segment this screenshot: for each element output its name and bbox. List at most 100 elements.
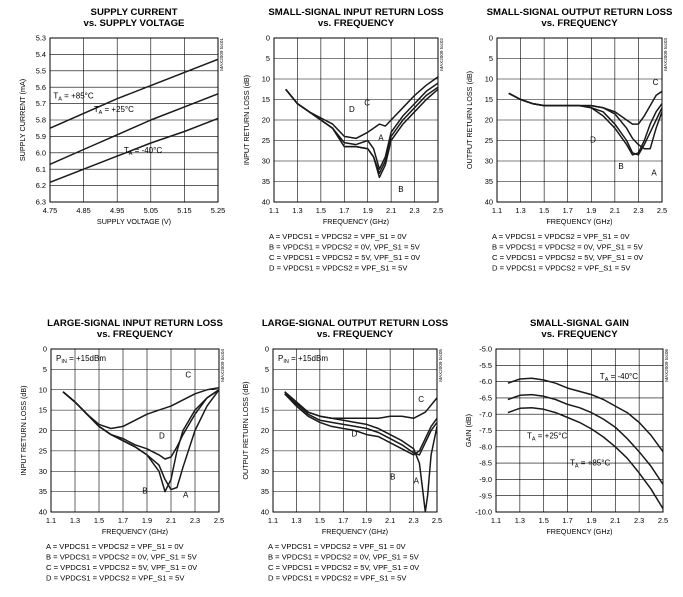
series-line-2: [507, 393, 663, 485]
annotation-main: T: [94, 105, 99, 114]
annotation-label: TA = -40°C: [124, 146, 162, 157]
annotation-rest: = -40°C: [608, 372, 638, 381]
chart-title-line: vs. SUPPLY VOLTAGE: [84, 18, 186, 29]
x-tick-label: 2.5: [657, 206, 667, 215]
y-tick-label: 6.2: [36, 181, 46, 190]
annotation-rest: = +85°C: [579, 459, 611, 468]
inset-rest: = +15dBm: [289, 354, 328, 363]
y-tick-label: 35: [262, 177, 270, 186]
x-tick-label: 2.1: [386, 206, 396, 215]
y-tick-label: -8.0: [479, 442, 492, 451]
chart-code: MAX2009 toc04: [220, 349, 225, 382]
series-line-1: [62, 389, 219, 491]
x-tick-label: 1.5: [315, 516, 325, 525]
y-tick-label: 10: [39, 385, 47, 394]
inset-label: PIN = +15dBm: [56, 354, 106, 365]
x-tick-label: 2.1: [610, 206, 620, 215]
y-tick-label: -5.5: [479, 361, 492, 370]
x-tick-label: 1.5: [94, 516, 104, 525]
y-tick-label: 10: [485, 75, 493, 84]
annotation-sub: A: [99, 110, 103, 116]
y-tick-label: 30: [485, 157, 493, 166]
chart-title-line: vs. FREQUENCY: [318, 18, 395, 29]
inset-main: P: [56, 354, 61, 363]
annotation-label: C: [418, 395, 424, 404]
y-tick-label: 20: [262, 116, 270, 125]
x-tick-label: 1.5: [539, 516, 549, 525]
x-tick-label: 1.5: [316, 206, 326, 215]
y-tick-label: 5: [489, 54, 493, 63]
annotation-rest: = +25°C: [102, 105, 134, 114]
x-tick-label: 2.3: [408, 516, 418, 525]
annotation-label: A: [651, 168, 657, 177]
x-tick-label: 2.5: [433, 206, 443, 215]
x-tick-label: 1.7: [562, 516, 572, 525]
annotation-main: T: [600, 372, 605, 381]
inset-rest: = +15dBm: [67, 354, 106, 363]
y-tick-label: 25: [261, 446, 269, 455]
annotation-label: B: [142, 487, 147, 496]
annotation-label: B: [390, 472, 395, 481]
annotation-sub: A: [575, 464, 579, 470]
annotation-label: C: [653, 78, 659, 87]
legend-line: C = VPDCS1 = VPDCS2 = 5V, VPF_S1 = 0V: [492, 253, 644, 262]
y-tick-label: 5.9: [36, 132, 46, 141]
annotation-main: C: [185, 371, 191, 380]
annotation-main: C: [364, 99, 370, 108]
x-tick-label: 1.3: [292, 206, 302, 215]
y-tick-label: 6.3: [36, 198, 46, 207]
annotation-main: B: [142, 487, 147, 496]
annotation-label: TA = +25°C: [94, 105, 134, 116]
y-tick-label: 15: [39, 406, 47, 415]
plot-frame: [495, 348, 664, 513]
annotation-rest: = +85°C: [62, 92, 94, 101]
legend-line: C = VPDCS1 = VPDCS2 = 5V, VPF_S1 = 0V: [268, 563, 420, 572]
annotation-main: B: [398, 185, 403, 194]
x-tick-label: 1.9: [363, 206, 373, 215]
legend-line: A = VPDCS1 = VPDCS2 = VPF_S1 = 0V: [492, 232, 631, 241]
x-tick-label: 1.1: [46, 516, 56, 525]
annotation-main: D: [352, 430, 358, 439]
x-tick-label: 2.5: [658, 516, 668, 525]
x-tick-label: 1.9: [586, 206, 596, 215]
legend-line: B = VPDCS1 = VPDCS2 = 0V, VPF_S1 = 5V: [492, 243, 644, 252]
annotation-label: B: [618, 162, 623, 171]
y-tick-label: -9.0: [479, 475, 492, 484]
series-line-3: [50, 117, 218, 183]
y-tick-label: 5: [43, 365, 47, 374]
annotation-label: TA = +25°C: [527, 432, 567, 443]
y-axis-label: INPUT RETURN LOSS (dB): [19, 385, 28, 475]
x-tick-label: 2.3: [633, 206, 643, 215]
y-tick-label: 30: [39, 467, 47, 476]
annotation-main: A: [378, 134, 384, 143]
y-tick-label: -7.5: [479, 426, 492, 435]
chart-title-line: LARGE-SIGNAL INPUT RETURN LOSS: [47, 318, 223, 329]
y-tick-label: 30: [262, 157, 270, 166]
x-tick-label: 5.25: [211, 206, 225, 215]
series-line-4: [62, 389, 219, 460]
x-tick-label: 1.9: [362, 516, 372, 525]
x-tick-label: 1.1: [491, 516, 501, 525]
inset-sub: IN: [283, 359, 289, 365]
annotation-label: A: [378, 134, 384, 143]
annotation-label: A: [414, 477, 420, 486]
x-tick-label: 1.3: [70, 516, 80, 525]
plot-frame: [50, 348, 220, 513]
annotation-label: D: [352, 430, 358, 439]
y-tick-label: 5: [266, 54, 270, 63]
x-axis-label: FREQUENCY (GHz): [546, 217, 612, 226]
x-tick-label: 1.9: [586, 516, 596, 525]
legend-line: D = VPDCS1 = VPDCS2 = VPF_S1 = 5V: [46, 574, 185, 583]
annotation-rest: = +25°C: [536, 432, 568, 441]
x-axis-label: SUPPLY VOLTAGE (V): [97, 217, 171, 226]
x-tick-label: 1.3: [515, 206, 525, 215]
annotation-rest: = -40°C: [132, 146, 162, 155]
x-tick-label: 1.3: [515, 516, 525, 525]
annotation-main: T: [53, 92, 58, 101]
annotation-main: T: [124, 146, 129, 155]
y-tick-label: 10: [262, 75, 270, 84]
